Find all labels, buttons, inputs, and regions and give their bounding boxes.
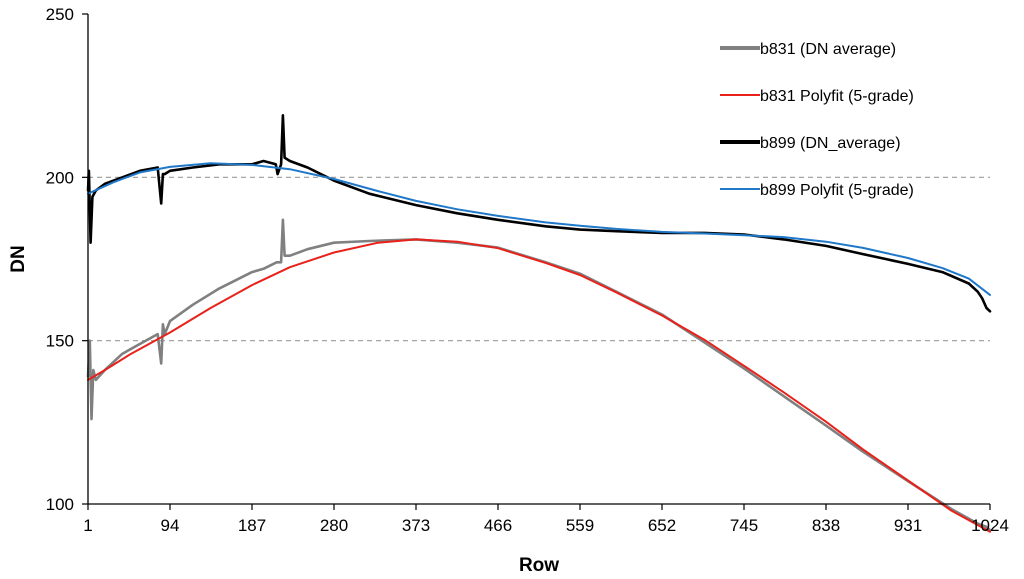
legend-label-3: b899 (DN_average): [760, 135, 901, 152]
x-tick-label: 745: [730, 516, 758, 535]
x-axis-title: Row: [519, 555, 559, 576]
legend: b831 (DN average) b831 Polyfit (5-grade) b…: [720, 41, 914, 199]
y-axis-title: DN: [8, 245, 29, 272]
axes: [87, 14, 990, 505]
y-tick-label: 150: [46, 332, 74, 351]
x-tick-label: 187: [238, 516, 266, 535]
series-line-2: [87, 238, 991, 533]
x-tick-label: 373: [402, 516, 430, 535]
legend-label-2: b831 Polyfit (5-grade): [760, 88, 914, 105]
y-tick-label: 200: [46, 168, 74, 187]
y-ticks: 100 150 200 250: [46, 5, 88, 514]
x-tick-label: 838: [812, 516, 840, 535]
x-ticks: 1 94 187 280 373 466 559 652 745 838 931 1024: [83, 504, 1009, 535]
series-line-3: [86, 114, 992, 313]
x-tick-label: 559: [566, 516, 594, 535]
x-tick-label: 652: [648, 516, 676, 535]
x-tick-label: 280: [320, 516, 348, 535]
series-line-4: [87, 162, 991, 296]
y-tick-label: 100: [46, 495, 74, 514]
x-tick-label: 931: [894, 516, 922, 535]
x-tick-label: 1: [83, 516, 92, 535]
legend-label-4: b899 Polyfit (5-grade): [760, 182, 914, 199]
x-tick-label: 1024: [971, 516, 1009, 535]
x-tick-label: 466: [484, 516, 512, 535]
series-line-1: [86, 218, 992, 532]
x-tick-label: 94: [161, 516, 180, 535]
gridlines: [88, 176, 990, 342]
series-lines: [86, 114, 992, 533]
legend-label-1: b831 (DN average): [760, 41, 896, 58]
y-tick-label: 250: [46, 5, 74, 24]
